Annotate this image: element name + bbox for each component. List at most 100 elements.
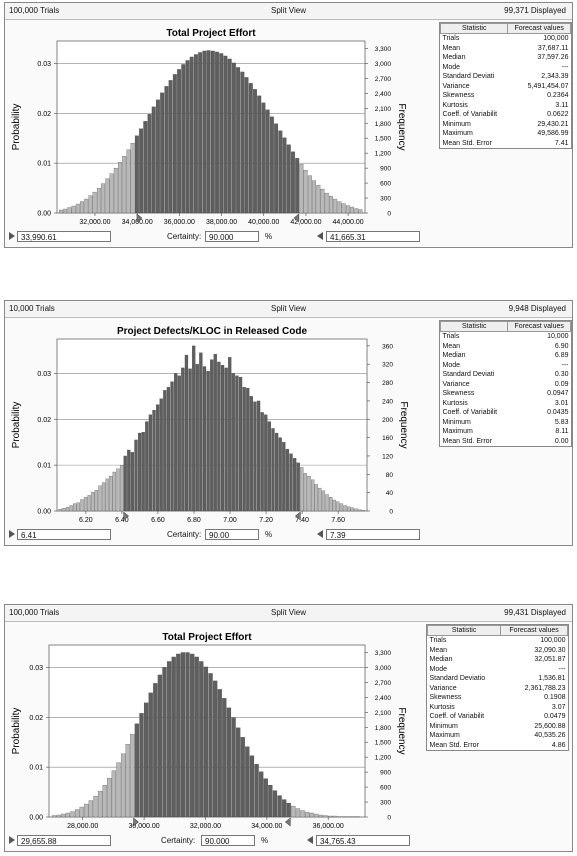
histogram-bar — [303, 473, 308, 512]
stat-name: Mean — [442, 342, 461, 350]
y2-tick-label: 40 — [386, 490, 394, 497]
stats-row: Standard Deviatio 1,536.81 — [428, 674, 568, 684]
percent-sign: % — [261, 836, 269, 845]
stats-row: Minimum 5.83 — [441, 418, 571, 428]
stats-row: Trials 100,000 — [428, 636, 568, 646]
histogram-bar — [329, 195, 333, 214]
stat-value: 0.0947 — [547, 390, 569, 397]
stats-row: Mean Std. Error 0.00 — [441, 437, 571, 447]
y2-tick-label: 3,300 — [375, 46, 392, 53]
histogram-bar — [263, 778, 268, 818]
certainty-field[interactable]: 90.00 — [205, 529, 259, 540]
y2-tick-label: 600 — [380, 181, 391, 188]
histogram-bar — [358, 209, 363, 214]
stats-row: Coeff. of Variabilit 0.0622 — [441, 110, 571, 120]
histogram-bar — [199, 661, 204, 818]
histogram-bar — [208, 673, 213, 818]
histogram-bar — [291, 151, 295, 214]
histogram-bar — [83, 497, 88, 512]
histogram-bar — [130, 734, 135, 818]
stat-name: Variance — [442, 82, 470, 90]
stat-value: 0.00 — [554, 437, 569, 445]
upper-grabber-icon[interactable] — [317, 530, 323, 538]
certainty-label: Certainty: — [161, 836, 196, 845]
lower-bound-field[interactable]: 29,655.88 — [17, 835, 111, 846]
histogram-bar — [354, 508, 358, 512]
x-tick-label: 7.40 — [295, 517, 309, 524]
lower-grabber-icon[interactable] — [9, 530, 15, 538]
histogram-bar — [91, 492, 95, 512]
y2-axis-label: Frequency — [398, 401, 409, 448]
histogram-chart: Project Defects/KLOC in Released Code 0.0… — [11, 326, 409, 524]
histogram-bar — [134, 135, 139, 214]
upper-bound-marker — [294, 511, 301, 521]
stat-name: Kurtosis — [442, 101, 468, 109]
lower-bound-field[interactable]: 6.41 — [17, 529, 111, 540]
y2-tick-label: 900 — [380, 166, 391, 173]
statistics-table: Statistic Forecast values Trials 100,000 M… — [439, 22, 572, 149]
histogram-bar — [307, 476, 311, 512]
stat-name: Mean Std. Error — [442, 139, 492, 147]
upper-bound-field[interactable]: 7.39 — [326, 529, 420, 540]
y-tick-label: 0.02 — [29, 715, 43, 722]
lower-grabber-icon[interactable] — [9, 232, 15, 240]
view-mode-label[interactable]: Split View — [271, 608, 306, 617]
panel-header: 10,000 Trials Split View 9,948 Displayed — [5, 301, 572, 318]
histogram-bar — [357, 509, 362, 512]
histogram-bar — [354, 208, 359, 214]
lower-bound-field[interactable]: 33,990.61 — [17, 231, 111, 242]
upper-bound-field[interactable]: 34,765.43 — [316, 835, 410, 846]
x-tick-label: 28,000.00 — [67, 823, 98, 830]
certainty-field[interactable]: 90.000 — [201, 835, 255, 846]
histogram-bar — [152, 409, 156, 512]
stat-name: Maximum — [429, 732, 460, 739]
certainty-field[interactable]: 90.000 — [205, 231, 259, 242]
stat-name: Mean — [429, 646, 448, 654]
stat-name: Minimum — [442, 418, 471, 426]
histogram-bar — [185, 60, 190, 214]
histogram-bar — [67, 207, 72, 214]
histogram-bar — [274, 123, 279, 214]
histogram-bar — [286, 802, 291, 818]
histogram-bar — [324, 192, 329, 214]
upper-bound-field[interactable]: 41,665.31 — [326, 231, 420, 242]
stat-value: 37,687.11 — [537, 44, 569, 52]
stats-row: Mean Std. Error 7.41 — [441, 139, 571, 149]
stats-header-statistic: Statistic — [439, 23, 509, 34]
stats-row: Kurtosis 3.11 — [441, 101, 571, 111]
upper-grabber-icon[interactable] — [307, 836, 313, 844]
view-mode-label[interactable]: Split View — [271, 304, 306, 313]
histogram-bar — [337, 201, 342, 214]
histogram-bar — [268, 784, 273, 818]
lower-bound-marker — [136, 213, 143, 223]
y-tick-label: 0.02 — [37, 417, 51, 424]
displayed-count: 9,948 Displayed — [508, 304, 566, 313]
histogram-bar — [244, 77, 249, 214]
stat-value: 100,000 — [543, 35, 569, 42]
histogram-bar — [80, 499, 84, 512]
stat-value: 6.90 — [554, 342, 569, 350]
y2-tick-label: 2,100 — [375, 106, 392, 113]
histogram-bar — [93, 795, 98, 818]
histogram-bar — [282, 799, 287, 818]
y2-tick-label: 160 — [382, 435, 393, 442]
histogram-bar — [62, 508, 66, 512]
histogram-bar — [118, 162, 122, 214]
histogram-bar — [217, 361, 221, 512]
histogram-bar — [292, 458, 297, 512]
upper-grabber-icon[interactable] — [317, 232, 323, 240]
stat-value: 0.2364 — [547, 92, 569, 99]
histogram-bar — [286, 144, 291, 214]
histogram-bar — [101, 183, 106, 214]
chart-title: Total Project Effort — [162, 632, 252, 643]
view-mode-label[interactable]: Split View — [271, 6, 306, 15]
stats-row: Mean 32,090.30 — [428, 646, 568, 656]
histogram-bar — [84, 198, 89, 214]
histogram-bar — [141, 431, 145, 512]
histogram-bar — [222, 698, 227, 818]
histogram-bar — [323, 815, 328, 818]
lower-grabber-icon[interactable] — [9, 836, 15, 844]
y-tick-label: 0.01 — [37, 463, 51, 470]
histogram-bar — [96, 187, 101, 214]
stat-value: 25,600.88 — [534, 722, 566, 730]
